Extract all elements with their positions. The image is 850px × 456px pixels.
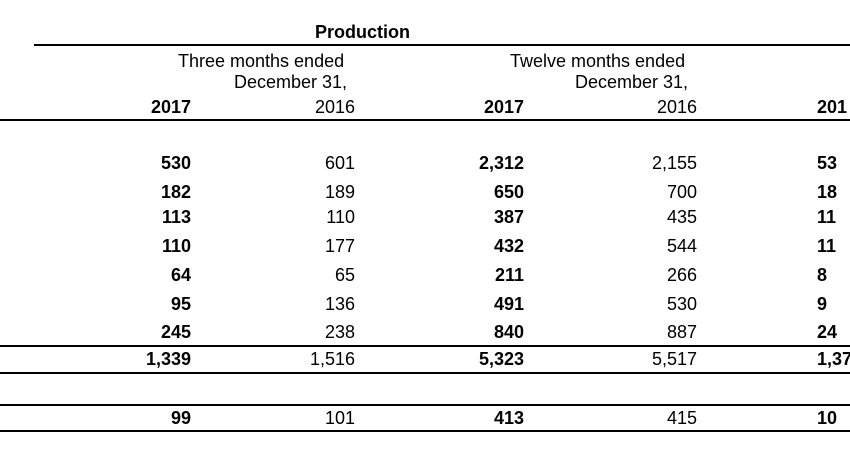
total-cell: 1,37 [817,349,850,369]
table-cell: 110 [161,236,191,256]
section-title: Production [315,22,410,42]
year-header-3: 2017 [483,97,524,117]
header-rule-bottom [0,119,850,121]
table-cell: 211 [494,265,524,285]
table-cell: 387 [493,207,524,227]
total-cell: 5,323 [478,349,524,369]
bottom-row-cell: 99 [170,408,191,428]
group-header-twelve-months-line1: Twelve months ended [510,51,686,71]
bottom-row-cell: 101 [324,408,355,428]
year-header-2: 2016 [314,97,355,117]
group-header-twelve-months-line2: December 31, [575,72,689,92]
group-header-three-months-line1: Three months ended [178,51,345,71]
table-cell: 601 [324,153,355,173]
table-cell: 65 [334,265,355,285]
table-cell: 177 [324,236,355,256]
table-cell: 530 [160,153,191,173]
bottom-row-rule-bottom [0,430,850,432]
table-cell: 530 [666,294,697,314]
table-cell: 95 [170,294,191,314]
table-cell: 136 [324,294,355,314]
table-cell: 189 [324,182,355,202]
bottom-row-rule-top [0,404,850,406]
total-cell: 1,339 [145,349,191,369]
bottom-row-cell: 415 [666,408,697,428]
table-cell: 432 [493,236,524,256]
table-cell: 53 [817,153,838,173]
year-header-1: 2017 [150,97,191,117]
year-header-4: 2016 [656,97,697,117]
table-cell: 2,312 [478,153,524,173]
total-cell: 5,517 [651,349,697,369]
table-cell: 11 [817,236,837,256]
table-cell: 544 [666,236,697,256]
table-cell: 840 [493,322,524,342]
year-header-5: 201 [817,97,848,117]
table-cell: 11 [817,207,837,227]
total-rule-top [0,345,850,347]
bottom-row-cell: 413 [493,408,524,428]
group-header-three-months-line2: December 31, [234,72,348,92]
table-cell: 182 [160,182,191,202]
table-cell: 110 [326,207,355,227]
table-cell: 650 [493,182,524,202]
table-cell: 700 [666,182,697,202]
table-cell: 245 [160,322,191,342]
table-cell: 113 [161,207,191,227]
table-cell: 9 [817,294,828,314]
table-cell: 64 [170,265,191,285]
total-rule-bottom [0,372,850,374]
table-cell: 491 [493,294,524,314]
table-cell: 887 [666,322,697,342]
table-cell: 24 [817,322,838,342]
group-header-rule-right [700,44,850,46]
total-cell: 1,516 [309,349,355,369]
table-cell: 266 [666,265,697,285]
table-cell: 2,155 [651,153,697,173]
table-cell: 238 [324,322,355,342]
table-cell: 18 [817,182,838,202]
table-cell: 435 [666,207,697,227]
bottom-row-cell: 10 [817,408,838,428]
header-rule-top [34,44,850,46]
table-cell: 8 [817,265,828,285]
